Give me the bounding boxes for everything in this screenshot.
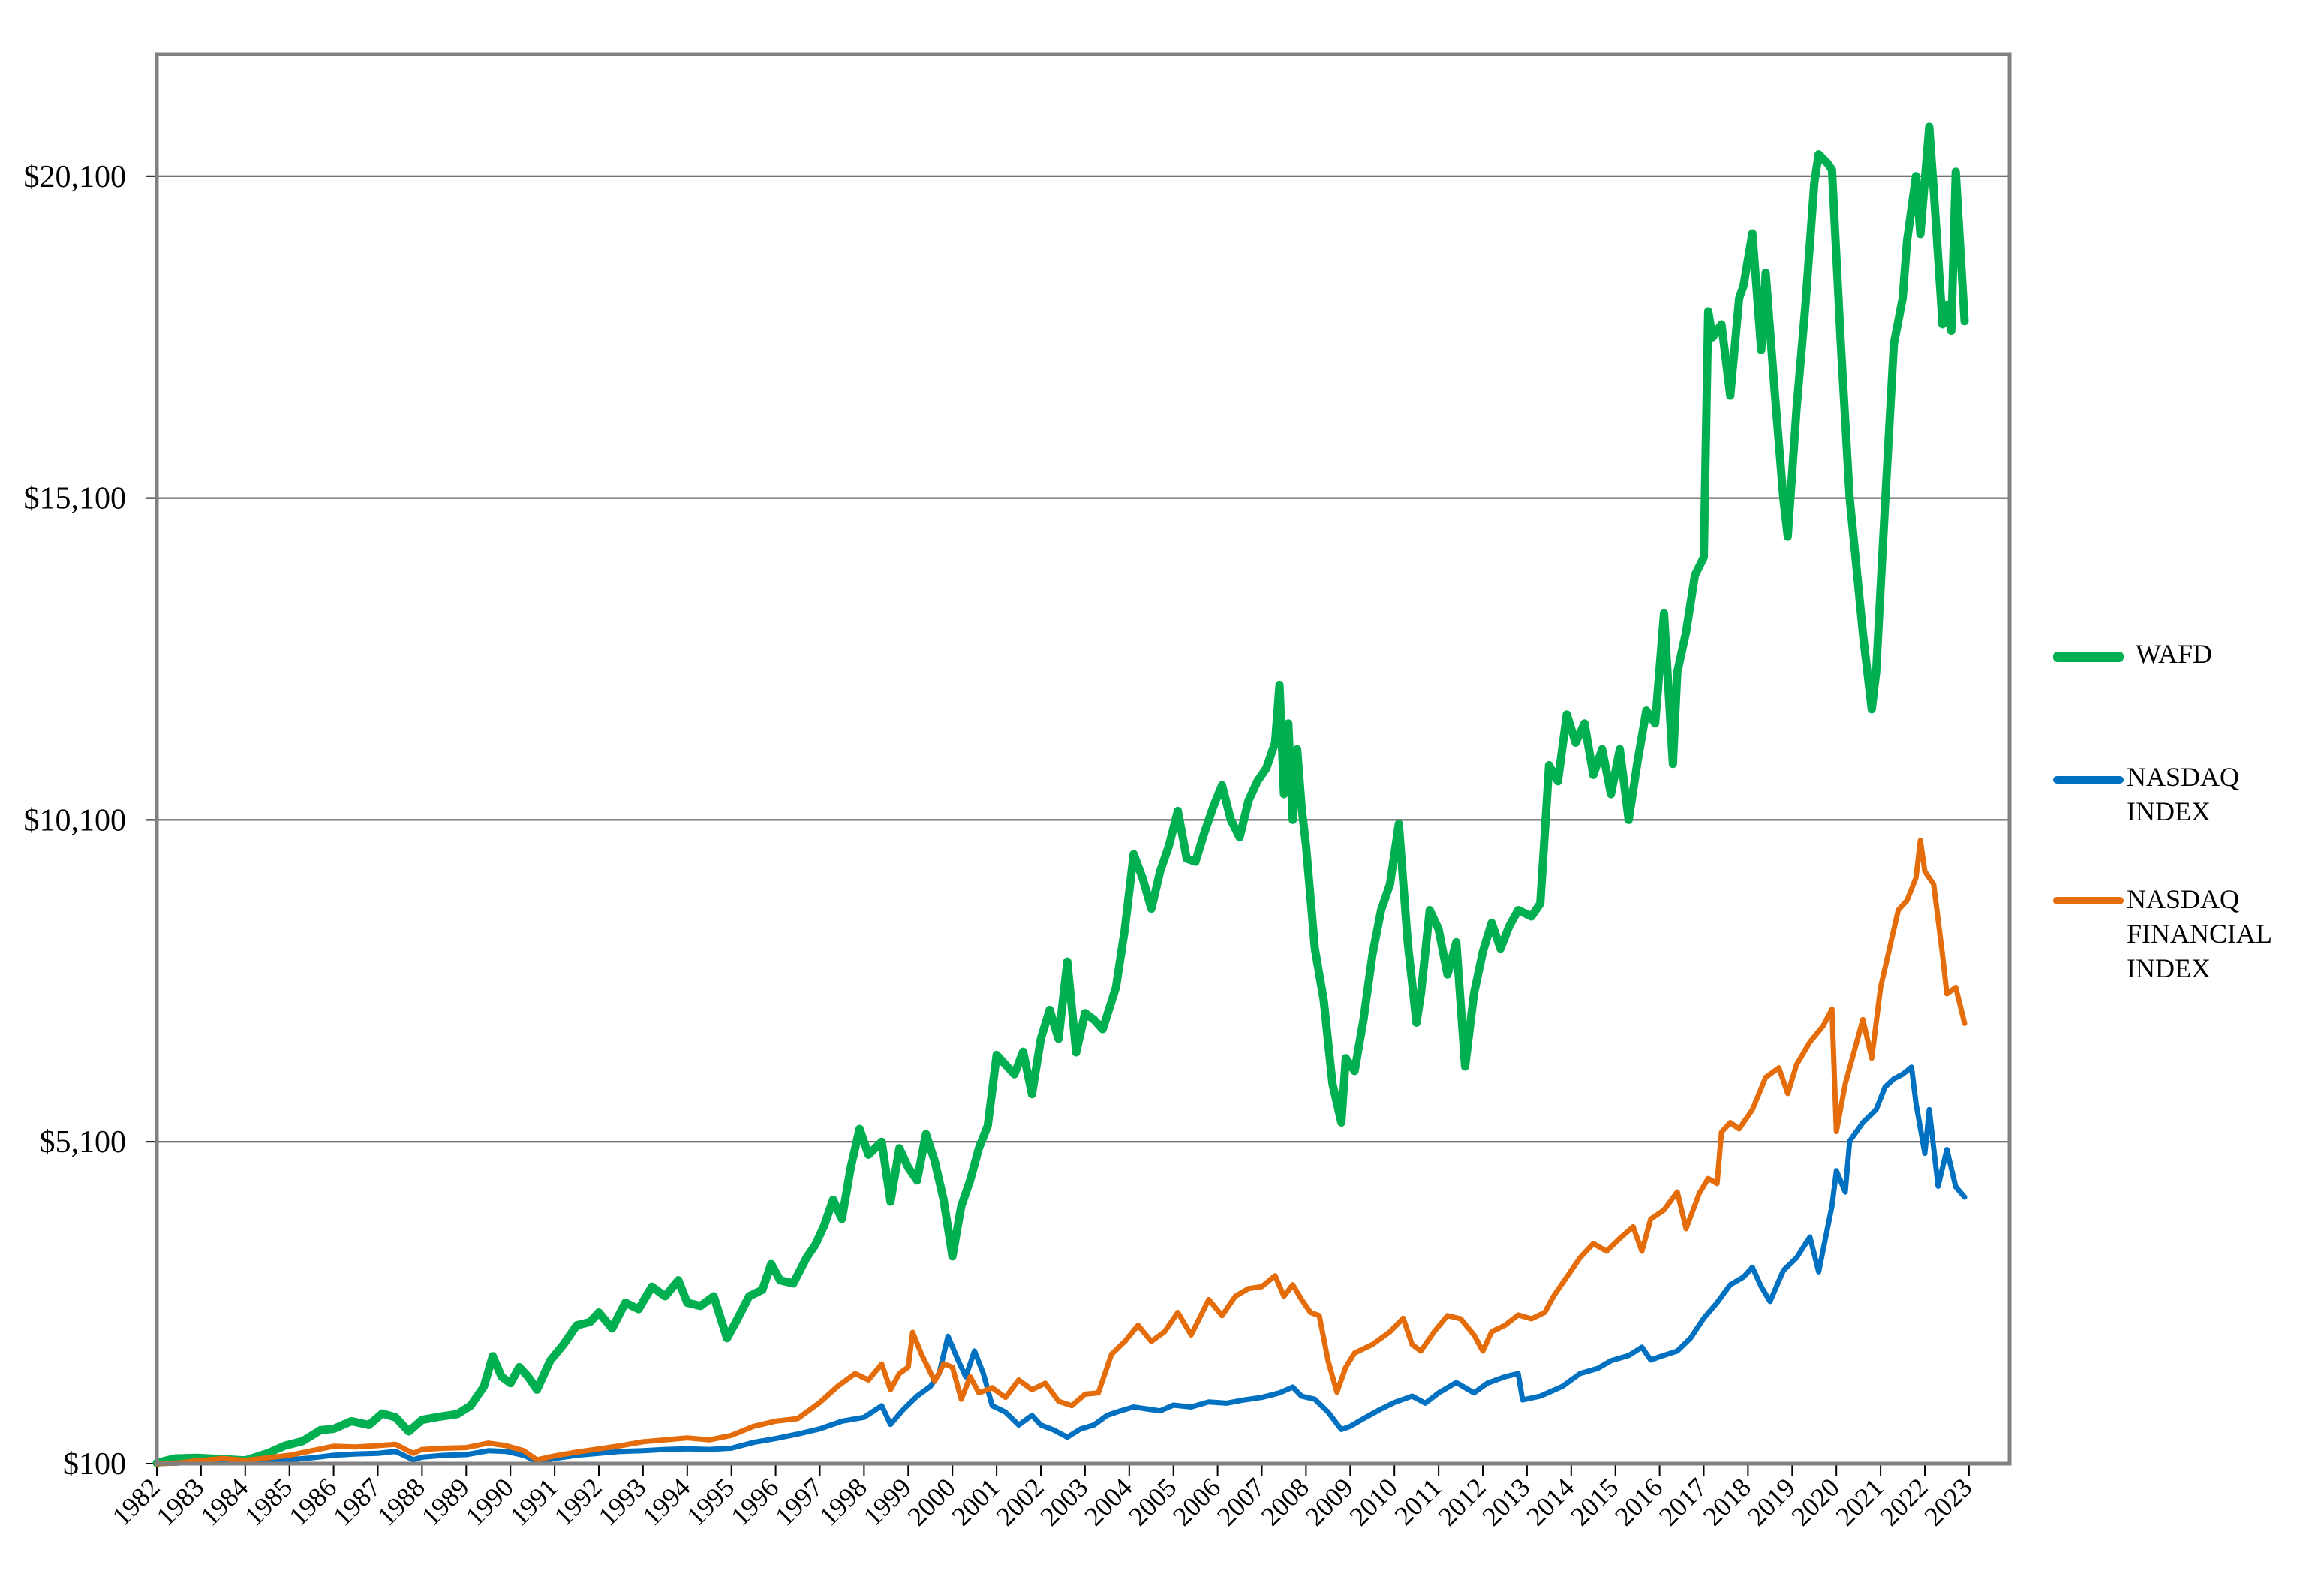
x-tick-label: 2007 bbox=[1211, 1472, 1270, 1531]
x-tick-label: 2012 bbox=[1432, 1472, 1491, 1531]
x-tick-label: 2005 bbox=[1123, 1472, 1182, 1531]
legend-swatch-nasdaq-financial bbox=[2053, 897, 2124, 904]
x-tick-label: 1998 bbox=[813, 1472, 873, 1531]
x-tick-label: 1994 bbox=[636, 1472, 696, 1531]
series-line-wafd bbox=[152, 122, 1969, 1467]
y-tick-label: $10,100 bbox=[24, 803, 127, 838]
x-tick-label: 2003 bbox=[1034, 1472, 1093, 1531]
x-tick-label: 2017 bbox=[1653, 1472, 1712, 1531]
series-lines bbox=[152, 122, 1969, 1467]
x-tick-label: 1992 bbox=[548, 1472, 607, 1531]
gridlines bbox=[157, 175, 2010, 1143]
x-tick-label: 2021 bbox=[1830, 1472, 1890, 1531]
legend-swatch-wafd bbox=[2053, 652, 2124, 662]
x-tick-label: 2023 bbox=[1918, 1472, 1977, 1531]
x-tick-label: 2001 bbox=[946, 1472, 1006, 1531]
x-tick-label: 1997 bbox=[769, 1472, 828, 1531]
x-tick-label: 2014 bbox=[1520, 1472, 1580, 1531]
plot-frame bbox=[155, 52, 2012, 1466]
x-tick-label: 2016 bbox=[1609, 1472, 1668, 1531]
x-tick-label: 2018 bbox=[1697, 1472, 1757, 1531]
x-tick-label: 1993 bbox=[592, 1472, 651, 1531]
x-tick-label: 2020 bbox=[1786, 1472, 1845, 1531]
legend-label: NASDAQ FINANCIAL INDEX bbox=[2127, 884, 2272, 983]
x-tick-label: 1991 bbox=[504, 1472, 564, 1531]
x-tick-label: 2008 bbox=[1255, 1472, 1315, 1531]
series-line-nasdaq-financial-index bbox=[154, 838, 1968, 1467]
x-tick-label: 1987 bbox=[327, 1472, 386, 1531]
x-tick-label: 1988 bbox=[371, 1472, 431, 1531]
x-tick-label: 2010 bbox=[1344, 1472, 1403, 1531]
x-tick-label: 1990 bbox=[460, 1472, 519, 1531]
x-tick-label: 2002 bbox=[990, 1472, 1049, 1531]
x-tick-label: 2022 bbox=[1874, 1472, 1933, 1531]
x-tick-label: 2013 bbox=[1476, 1472, 1535, 1531]
y-tick-label: $20,100 bbox=[24, 160, 127, 194]
x-tick-label: 2019 bbox=[1742, 1472, 1801, 1531]
legend-label: WAFD bbox=[2136, 639, 2213, 669]
series-line-nasdaq-index bbox=[154, 1064, 1968, 1467]
x-tick-label: 1989 bbox=[416, 1472, 475, 1531]
x-tick-label: 1985 bbox=[239, 1472, 298, 1531]
x-tick-label: 2009 bbox=[1300, 1472, 1359, 1531]
x-tick-label: 2000 bbox=[902, 1472, 961, 1531]
legend-label: NASDAQ INDEX bbox=[2127, 762, 2240, 826]
x-tick-label: 1996 bbox=[725, 1472, 784, 1531]
x-tick-label: 2004 bbox=[1078, 1472, 1138, 1531]
x-axis: 1982198319841985198619871988198919901991… bbox=[106, 1464, 1978, 1532]
x-tick-label: 1986 bbox=[283, 1472, 342, 1531]
y-tick-label: $15,100 bbox=[24, 482, 127, 516]
x-tick-label: 1984 bbox=[194, 1472, 254, 1531]
x-tick-label: 1999 bbox=[858, 1472, 917, 1531]
legend-swatch-nasdaq-index bbox=[2053, 776, 2124, 784]
x-tick-label: 2015 bbox=[1565, 1472, 1624, 1531]
y-tick-label: $100 bbox=[63, 1447, 126, 1482]
x-tick-label: 2011 bbox=[1389, 1472, 1448, 1530]
x-tick-label: 1995 bbox=[681, 1472, 740, 1531]
x-tick-label: 2006 bbox=[1167, 1472, 1226, 1531]
y-axis: $100 $5,100 $10,100 $15,100 $20,100 bbox=[24, 160, 157, 1482]
x-tick-label: 1983 bbox=[150, 1472, 209, 1531]
y-tick-label: $5,100 bbox=[40, 1125, 127, 1160]
